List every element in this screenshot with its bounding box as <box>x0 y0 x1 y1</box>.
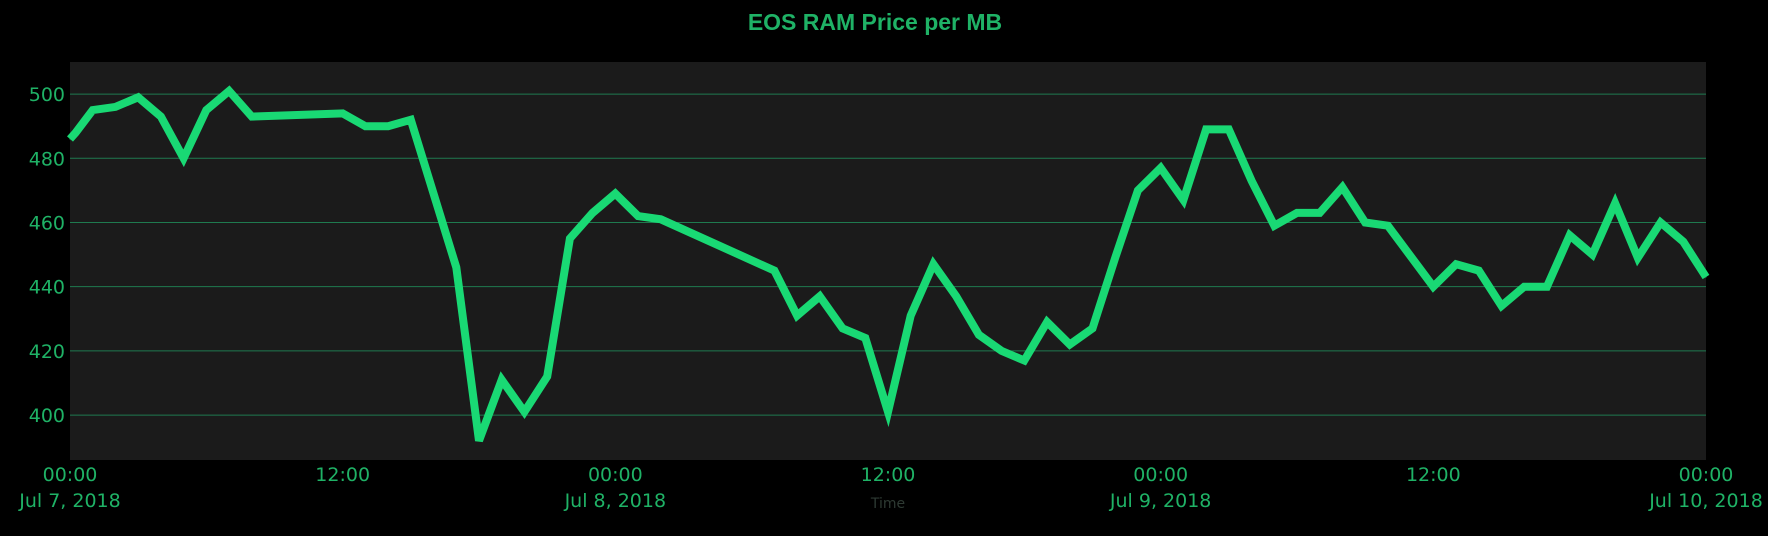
data-point <box>1205 128 1207 130</box>
data-point <box>637 215 639 217</box>
data-point <box>1455 263 1457 265</box>
y-tick-label: 400 <box>29 405 65 427</box>
data-point <box>1341 186 1343 188</box>
data-point <box>955 295 957 297</box>
data-point <box>1637 257 1639 259</box>
data-point <box>1251 180 1253 182</box>
data-point <box>1523 286 1525 288</box>
data-point <box>137 96 139 98</box>
data-point <box>342 112 344 114</box>
y-axis: 400 420 440 460 480 500 <box>29 84 65 427</box>
x-tick-date-label: Jul 7, 2018 <box>18 490 121 512</box>
chart-title: EOS RAM Price per MB <box>748 9 1002 35</box>
data-point <box>1569 234 1571 236</box>
x-tick-date-label: Jul 9, 2018 <box>1109 490 1212 512</box>
data-point <box>75 132 77 134</box>
data-point <box>69 138 71 140</box>
plot-area <box>70 62 1706 460</box>
data-point <box>546 376 548 378</box>
data-point <box>1114 257 1116 259</box>
data-point <box>364 125 366 127</box>
data-point <box>1387 225 1389 227</box>
y-tick-label: 460 <box>29 212 65 234</box>
data-point <box>523 411 525 413</box>
data-point <box>1364 221 1366 223</box>
x-tick-label: 12:00 <box>315 464 370 486</box>
data-point <box>1591 254 1593 256</box>
data-point <box>387 125 389 127</box>
data-point <box>251 116 253 118</box>
data-point <box>478 440 480 442</box>
data-point <box>887 411 889 413</box>
data-point <box>1137 189 1139 191</box>
data-point <box>1546 286 1548 288</box>
data-point <box>1705 276 1707 278</box>
data-point <box>842 327 844 329</box>
data-point <box>1001 350 1003 352</box>
data-point <box>92 109 94 111</box>
data-point <box>1273 225 1275 227</box>
data-point <box>160 116 162 118</box>
data-point <box>614 193 616 195</box>
x-tick-label: 00:00 <box>1133 464 1188 486</box>
data-point <box>1069 343 1071 345</box>
data-point <box>1319 212 1321 214</box>
x-tick-label: 00:00 <box>1679 464 1734 486</box>
y-tick-label: 420 <box>29 341 65 363</box>
x-tick-date-label: Jul 10, 2018 <box>1648 490 1763 512</box>
data-point <box>773 270 775 272</box>
data-point <box>1501 305 1502 307</box>
data-point <box>114 106 116 108</box>
data-point <box>910 315 912 317</box>
data-point <box>569 238 571 240</box>
x-tick-date-label: Jul 8, 2018 <box>564 490 667 512</box>
data-point <box>819 295 821 297</box>
data-point <box>455 266 457 268</box>
data-point <box>410 119 412 121</box>
x-tick-label: 12:00 <box>861 464 916 486</box>
price-data-points <box>69 90 1707 442</box>
data-point <box>864 337 866 339</box>
data-point <box>1432 286 1434 288</box>
data-point <box>1182 199 1184 201</box>
x-tick-label: 00:00 <box>588 464 643 486</box>
data-point <box>1228 128 1230 130</box>
data-point <box>501 379 503 381</box>
x-axis: 00:00 Jul 7, 2018 12:00 00:00 Jul 8, 2018 12:… <box>18 464 1763 512</box>
data-point <box>1660 221 1662 223</box>
data-point <box>796 315 798 317</box>
data-point <box>932 263 934 265</box>
data-point <box>1023 360 1025 361</box>
data-point <box>592 212 594 214</box>
data-point <box>1614 202 1616 204</box>
y-tick-label: 500 <box>29 84 65 106</box>
data-point <box>1682 241 1684 243</box>
x-tick-label: 12:00 <box>1406 464 1461 486</box>
data-point <box>660 218 662 220</box>
y-tick-label: 480 <box>29 148 65 170</box>
data-point <box>183 157 185 159</box>
data-point <box>205 109 207 111</box>
data-point <box>1478 270 1480 272</box>
data-point <box>978 334 980 336</box>
data-point <box>1296 212 1298 214</box>
x-tick-label: 00:00 <box>43 464 98 486</box>
data-point <box>1160 167 1162 169</box>
y-tick-label: 440 <box>29 277 65 299</box>
data-point <box>1092 327 1093 329</box>
x-axis-title: Time <box>870 496 905 512</box>
data-point <box>1046 321 1048 323</box>
data-point <box>228 90 230 92</box>
